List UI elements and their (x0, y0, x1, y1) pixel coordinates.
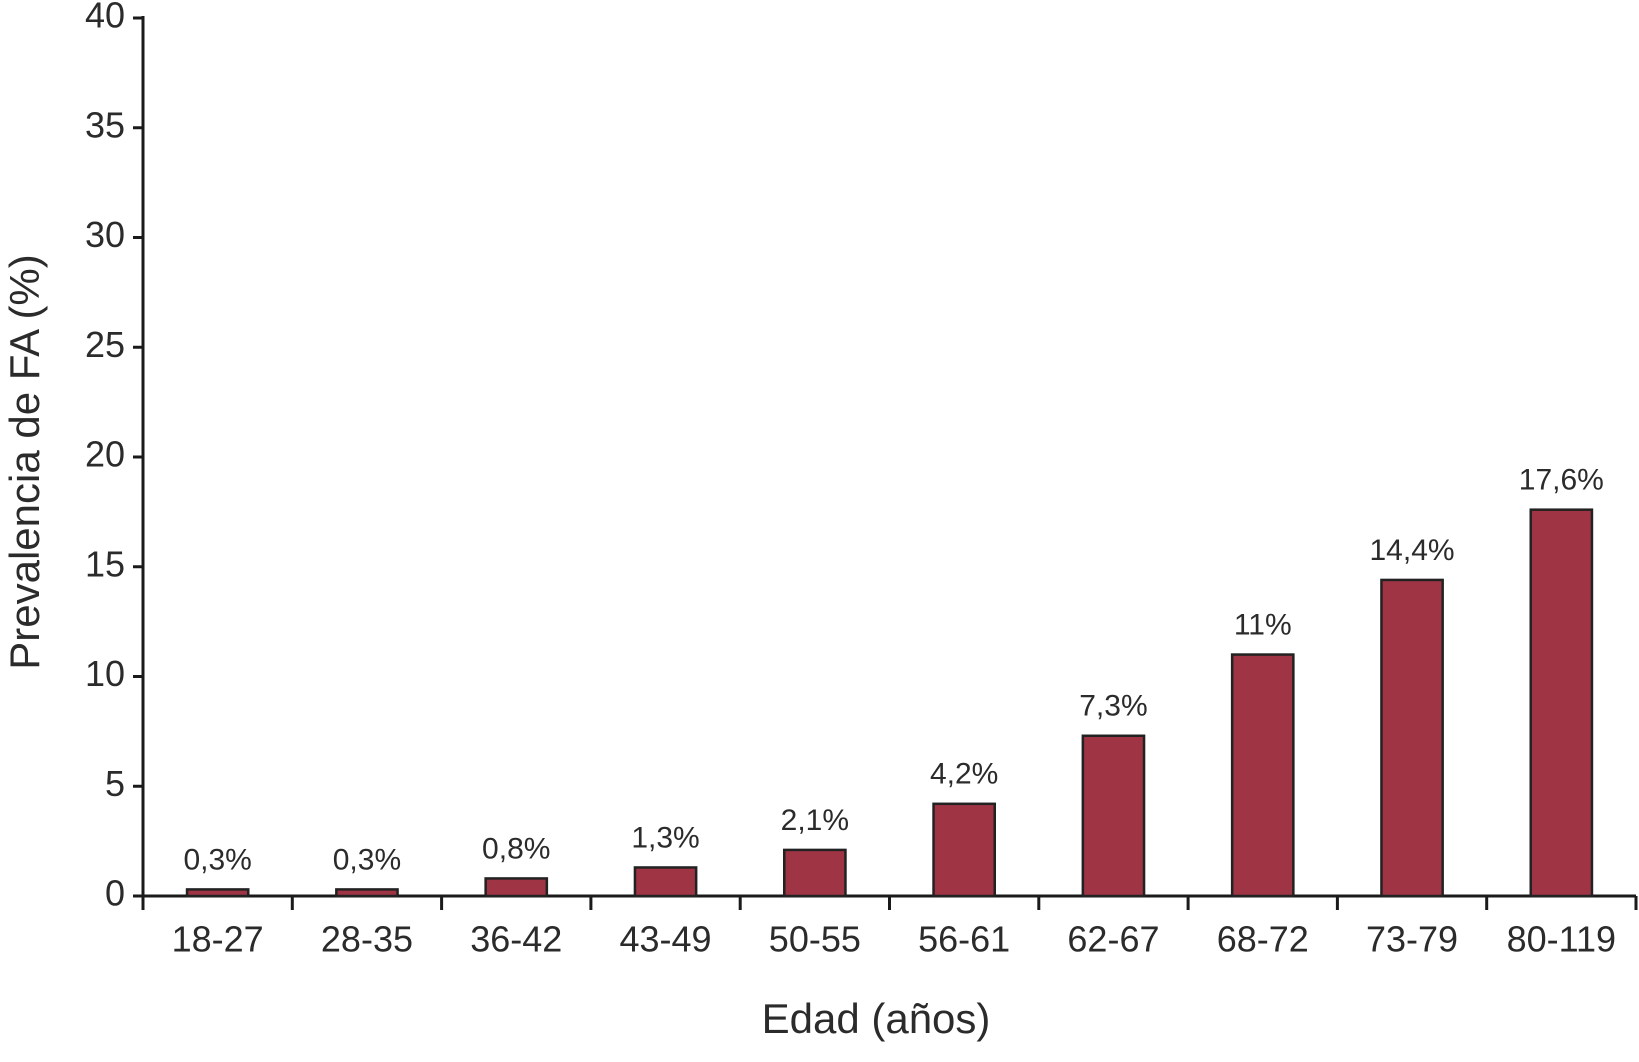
y-tick-label: 5 (105, 763, 125, 804)
x-axis-title: Edad (años) (762, 995, 991, 1042)
bar (932, 802, 997, 898)
x-tick-label: 28-35 (321, 919, 413, 960)
bar (1230, 653, 1295, 898)
x-tick-label: 73-79 (1366, 919, 1458, 960)
value-label: 0,8% (482, 832, 550, 865)
bar (185, 888, 250, 898)
y-tick-label: 35 (85, 104, 125, 145)
x-tick-label: 36-42 (470, 919, 562, 960)
value-label: 14,4% (1370, 534, 1455, 567)
value-label: 17,6% (1519, 464, 1604, 497)
value-label: 7,3% (1079, 690, 1147, 723)
y-tick-label: 30 (85, 214, 125, 255)
bar (633, 866, 698, 898)
value-label: 2,1% (781, 804, 849, 837)
value-label: 0,3% (183, 843, 251, 876)
bar (484, 877, 549, 898)
value-label: 11% (1234, 608, 1292, 641)
x-tick-label: 43-49 (620, 919, 712, 960)
y-tick-label: 20 (85, 434, 125, 475)
bar (335, 888, 399, 898)
value-label: 1,3% (631, 821, 699, 854)
bar (1380, 578, 1444, 898)
y-tick-label: 40 (85, 0, 125, 36)
x-tick-label: 50-55 (769, 919, 861, 960)
x-tick-label: 68-72 (1217, 919, 1309, 960)
x-tick-label: 56-61 (918, 919, 1010, 960)
bar (782, 848, 847, 898)
value-label: 4,2% (930, 758, 998, 791)
bar (1529, 508, 1594, 898)
y-axis-title: Prevalencia de FA (%) (1, 254, 48, 670)
y-tick-label: 15 (85, 543, 125, 584)
y-tick-label: 25 (85, 324, 125, 365)
y-tick-label: 0 (105, 873, 125, 914)
y-tick-label: 10 (85, 653, 125, 694)
x-tick-label: 80-119 (1507, 919, 1616, 960)
value-label: 0,3% (333, 843, 401, 876)
x-tick-label: 62-67 (1067, 919, 1159, 960)
x-tick-label: 18-27 (172, 919, 264, 960)
bar (1081, 734, 1146, 898)
